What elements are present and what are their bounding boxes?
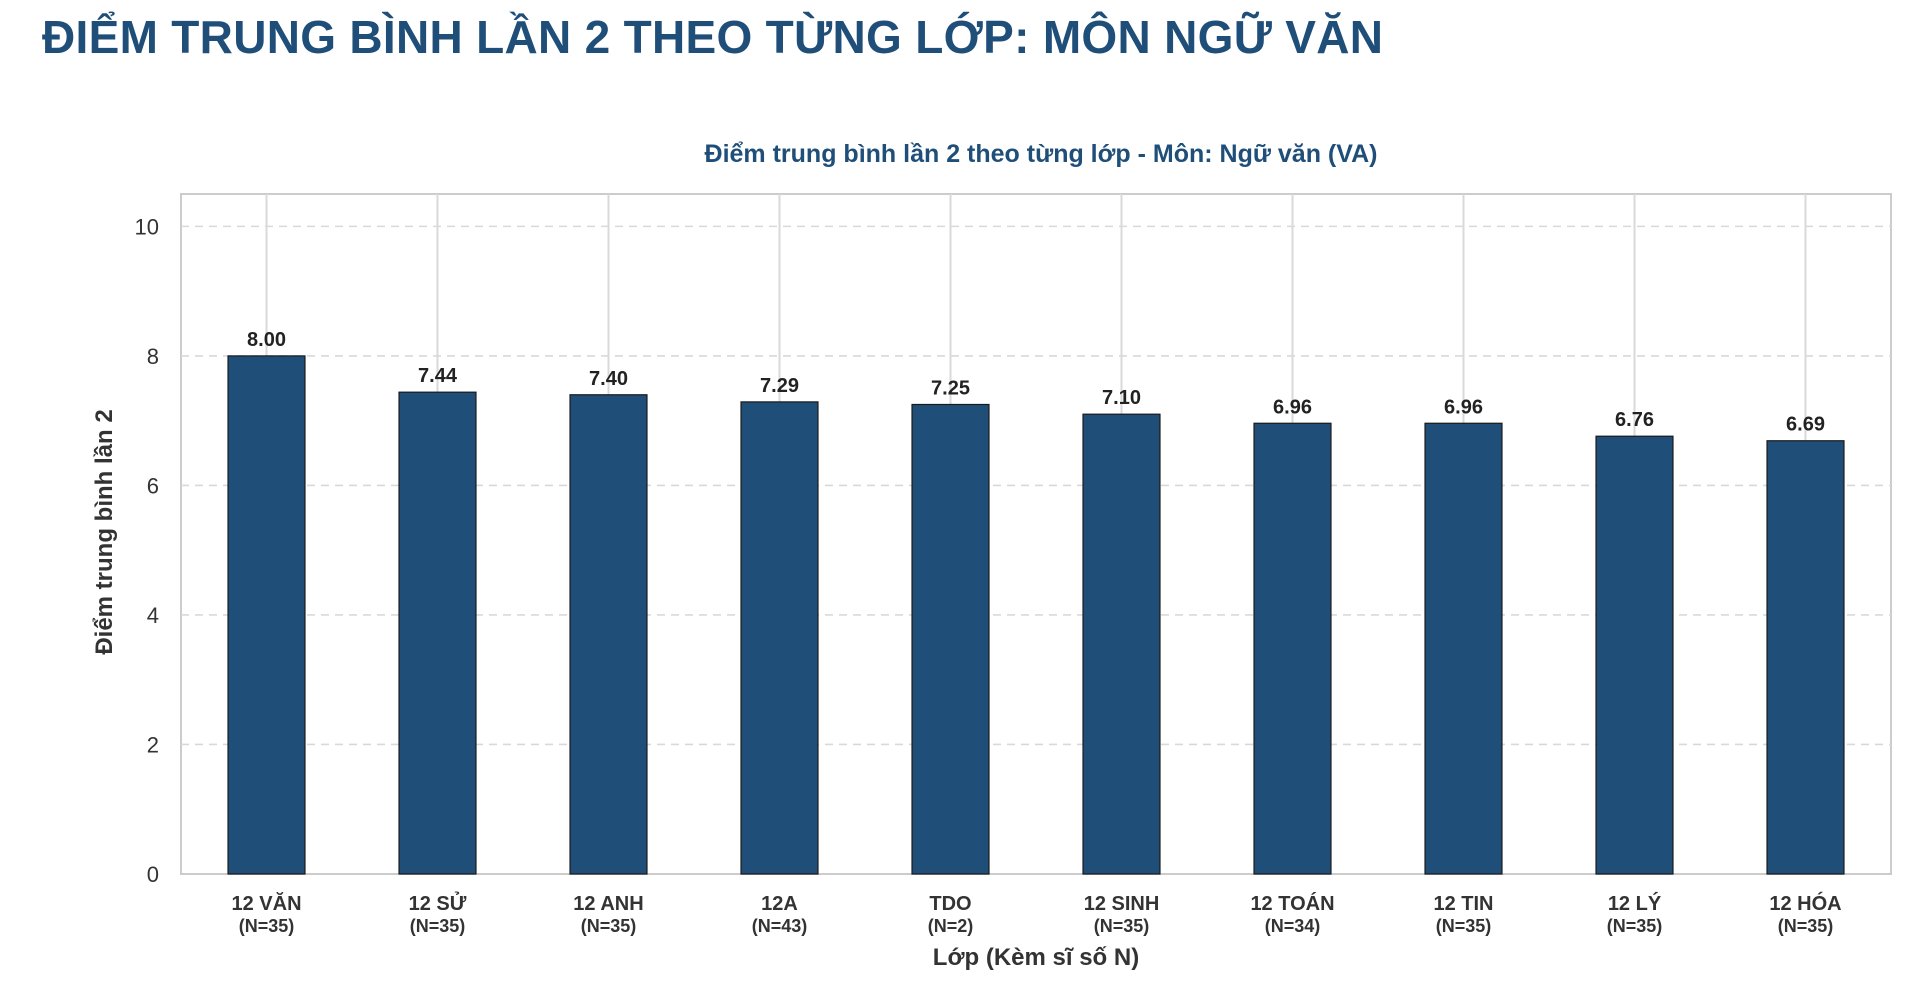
- bar-value-label: 6.96: [1273, 396, 1312, 418]
- x-axis-label: Lớp (Kèm sĩ số N): [933, 944, 1139, 971]
- x-tick-label: 12 TOÁN: [1250, 892, 1334, 915]
- bar: [740, 401, 819, 875]
- bar: [1082, 413, 1161, 875]
- bar: [569, 394, 648, 875]
- chart-title: Điểm trung bình lần 2 theo từng lớp - Mô…: [705, 140, 1378, 168]
- x-tick-count-label: (N=35): [239, 916, 295, 936]
- x-tick-label: 12 ANH: [573, 893, 643, 915]
- y-tick-label: 10: [135, 214, 159, 239]
- bar-value-label: 6.69: [1786, 414, 1825, 436]
- x-tick-label: 12 LÝ: [1608, 891, 1662, 915]
- bar-value-label: 7.40: [589, 368, 628, 390]
- x-tick-count-label: (N=35): [410, 916, 466, 936]
- bar: [1424, 422, 1503, 875]
- x-tick-count-label: (N=35): [1094, 916, 1150, 936]
- y-tick-label: 2: [147, 732, 159, 757]
- x-tick-count-label: (N=35): [1607, 916, 1663, 936]
- x-tick-count-label: (N=2): [928, 916, 974, 936]
- x-tick-label: 12 VĂN: [231, 892, 301, 915]
- y-tick-label: 4: [147, 603, 159, 628]
- x-tick-label: 12 SINH: [1084, 893, 1160, 915]
- x-tick-count-label: (N=35): [581, 916, 637, 936]
- x-tick-count-label: (N=35): [1436, 916, 1492, 936]
- bar-value-label: 7.44: [418, 365, 458, 387]
- page-heading: ĐIỂM TRUNG BÌNH LẦN 2 THEO TỪNG LỚP: MÔN…: [42, 11, 1384, 63]
- bar: [1595, 435, 1674, 875]
- x-tick-label: 12 SỬ: [409, 891, 467, 915]
- bar-value-label: 8.00: [247, 329, 286, 351]
- bar-value-label: 7.25: [931, 377, 970, 399]
- y-axis-label: Điểm trung bình lần 2: [91, 409, 118, 654]
- bar-value-label: 6.76: [1615, 409, 1654, 431]
- x-tick-count-label: (N=34): [1265, 916, 1321, 936]
- bar-value-label: 7.10: [1102, 387, 1141, 409]
- y-tick-label: 6: [147, 473, 159, 498]
- bar: [227, 355, 306, 875]
- bar-value-label: 7.29: [760, 375, 799, 397]
- x-tick-label: 12 TIN: [1433, 893, 1493, 915]
- bar: [1253, 422, 1332, 875]
- x-tick-label: 12 HÓA: [1769, 891, 1841, 915]
- bar-value-label: 6.96: [1444, 396, 1483, 418]
- x-tick-count-label: (N=43): [752, 916, 808, 936]
- y-tick-label: 0: [147, 862, 159, 887]
- x-tick-label: TDO: [929, 893, 971, 915]
- bar: [911, 403, 990, 875]
- y-tick-label: 8: [147, 344, 159, 369]
- x-tick-label: 12A: [761, 893, 798, 915]
- x-tick-count-label: (N=35): [1778, 916, 1834, 936]
- bar: [1766, 440, 1845, 875]
- bar: [398, 391, 477, 875]
